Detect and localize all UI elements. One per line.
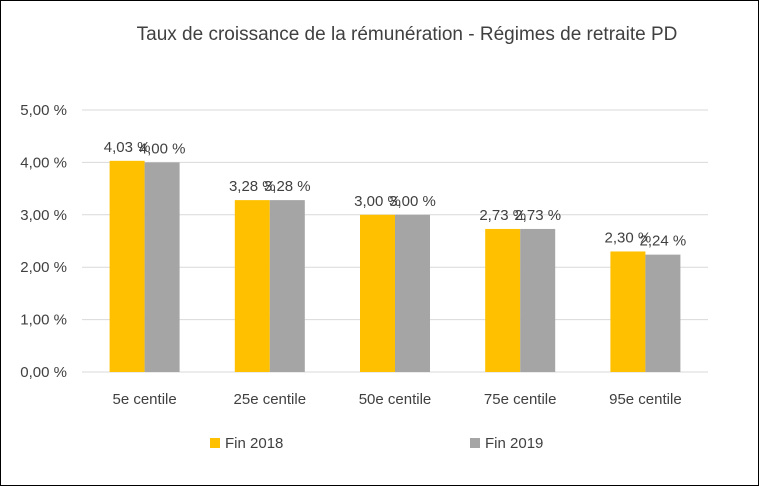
chart-title: Taux de croissance de la rémunération - … (137, 24, 678, 45)
data-label: 3,28 % (229, 178, 276, 195)
y-tick-label: 3,00 % (20, 207, 67, 224)
data-label: 4,00 % (139, 140, 186, 157)
legend-swatch-fin-2018 (210, 438, 220, 448)
data-label: 2,73 % (514, 207, 561, 224)
y-tick-label: 0,00 % (20, 364, 67, 381)
data-label: 4,03 % (104, 139, 151, 156)
legend-swatch-fin-2019 (470, 438, 480, 448)
bar-fin-2018 (109, 160, 145, 372)
y-tick-label: 5,00 % (20, 102, 67, 119)
bar-fin-2019 (395, 214, 430, 372)
data-label: 2,30 % (605, 229, 652, 246)
y-axis-ticks: 0,00 % 1,00 % 2,00 % 3,00 % 4,00 % 5,00 % (20, 102, 67, 381)
bar-fin-2019 (144, 162, 180, 372)
legend: Fin 2018 Fin 2019 (210, 435, 543, 452)
data-labels: 4,03 %4,00 % 3,28 %3,28 % 3,00 %3,00 % 2,73… (104, 139, 687, 250)
x-category-label: 25e centile (234, 391, 307, 408)
x-category-label: 95e centile (609, 391, 682, 408)
legend-label-fin-2019: Fin 2019 (485, 435, 543, 452)
bar-fin-2018 (610, 251, 646, 372)
y-tick-label: 4,00 % (20, 154, 67, 171)
x-axis-categories: 5e centile 25e centile 50e centile 75e cent… (112, 391, 681, 408)
bar-fin-2019 (269, 200, 305, 372)
y-tick-label: 2,00 % (20, 259, 67, 276)
data-label: 3,28 % (264, 178, 311, 195)
x-category-label: 5e centile (112, 391, 176, 408)
bar-fin-2019 (645, 254, 681, 372)
bar-fin-2018 (485, 228, 521, 372)
data-label: 2,24 % (640, 233, 687, 250)
data-label: 2,73 % (479, 207, 526, 224)
bar-fin-2019 (520, 228, 556, 372)
x-category-label: 50e centile (359, 391, 432, 408)
bars (109, 160, 681, 372)
legend-label-fin-2018: Fin 2018 (225, 435, 283, 452)
bar-fin-2018 (360, 214, 395, 372)
x-category-label: 75e centile (484, 391, 557, 408)
bar-fin-2018 (234, 200, 270, 372)
data-label: 3,00 % (354, 193, 401, 210)
y-tick-label: 1,00 % (20, 312, 67, 329)
data-label: 3,00 % (389, 193, 436, 210)
